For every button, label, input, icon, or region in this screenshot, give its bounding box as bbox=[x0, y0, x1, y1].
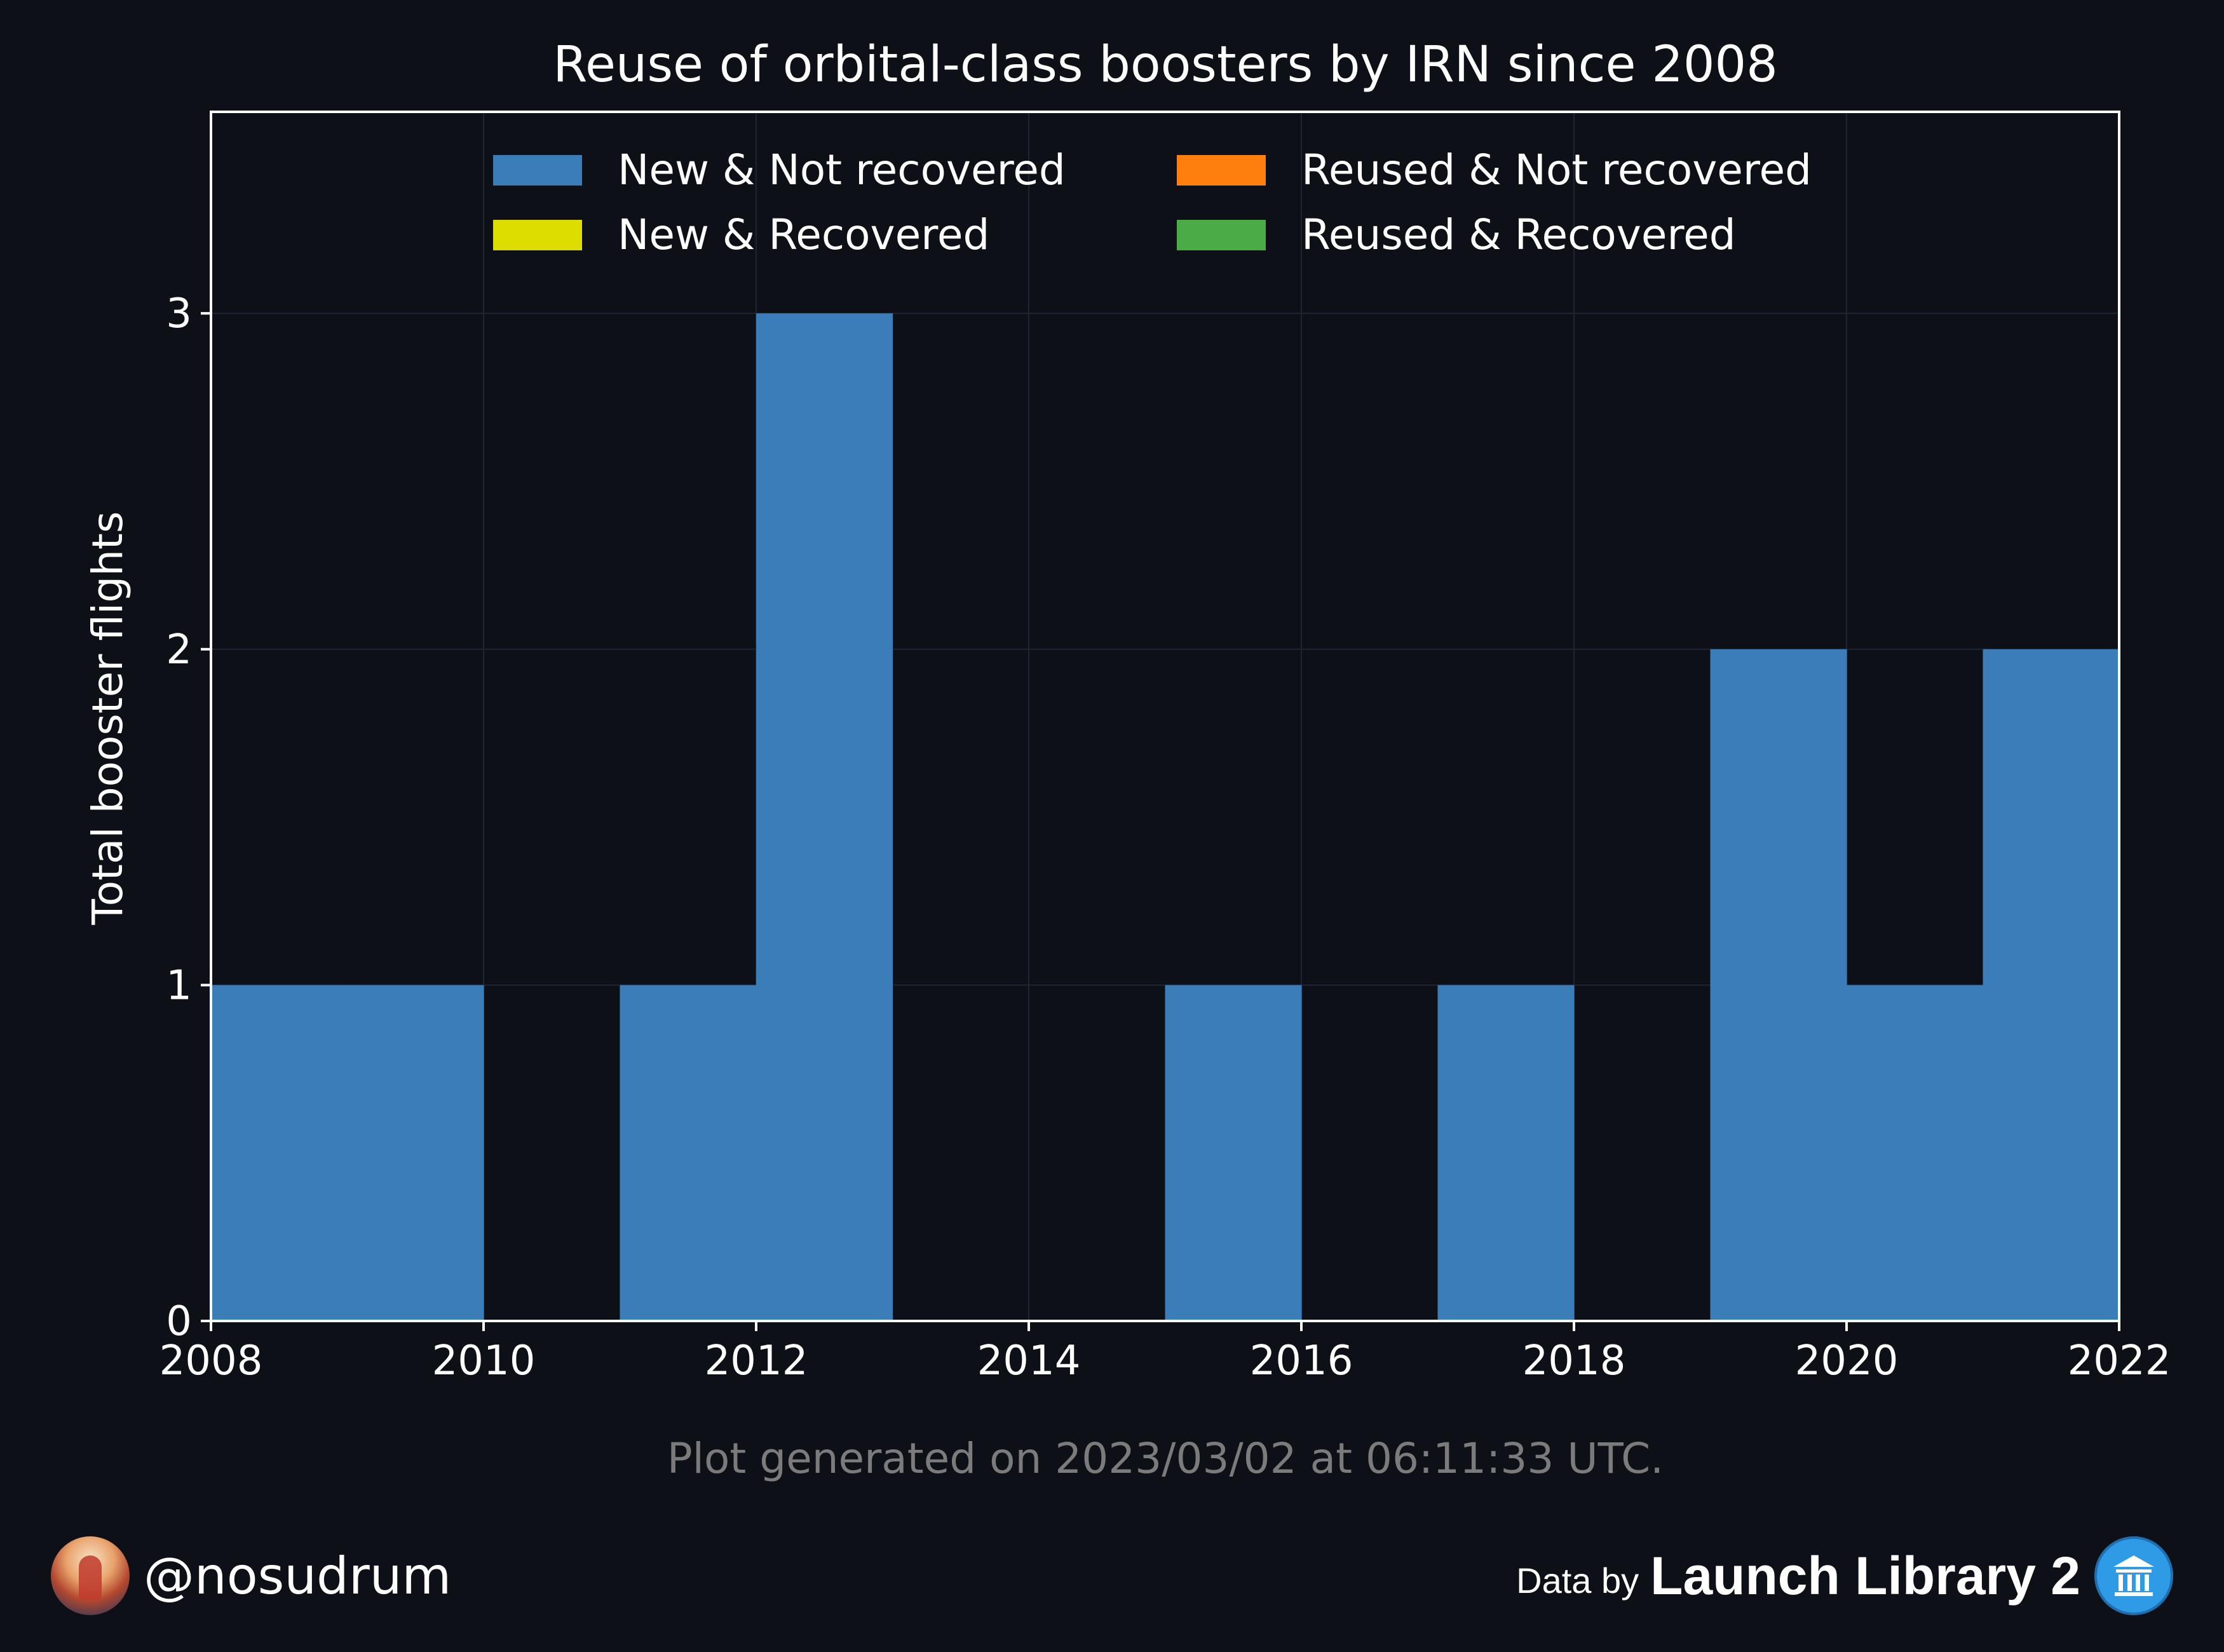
bar-2012 bbox=[756, 313, 893, 1322]
legend-swatch bbox=[1177, 155, 1266, 186]
x-tick-label: 2010 bbox=[432, 1337, 536, 1385]
data-source-credit: Data by Launch Library 2 bbox=[1516, 1536, 2173, 1615]
data-by-label: Data by bbox=[1516, 1560, 1639, 1601]
y-tick-label: 3 bbox=[166, 290, 192, 337]
x-tick-label: 2014 bbox=[977, 1337, 1081, 1385]
source-name[interactable]: Launch Library 2 bbox=[1650, 1545, 2080, 1606]
legend: New & Not recovered New & Recovered Reused… bbox=[493, 146, 1812, 259]
bar-2021 bbox=[1983, 649, 2120, 1321]
y-tick-label: 0 bbox=[166, 1298, 192, 1345]
bars bbox=[211, 313, 2120, 1322]
legend-swatch bbox=[1177, 220, 1266, 250]
x-tick-label: 2020 bbox=[1795, 1337, 1899, 1385]
legend-swatch bbox=[493, 220, 582, 250]
astronaut-avatar-icon bbox=[51, 1536, 130, 1615]
author-credit: @nosudrum bbox=[51, 1536, 452, 1615]
y-axis-label: Total booster flights bbox=[83, 511, 132, 926]
bar-2015 bbox=[1165, 985, 1302, 1321]
y-axis-ticks: 0 1 2 3 bbox=[166, 290, 211, 1345]
bar-2011 bbox=[620, 985, 757, 1321]
legend-label: Reused & Recovered bbox=[1301, 210, 1736, 259]
x-tick-label: 2022 bbox=[2068, 1337, 2171, 1385]
bar-2020 bbox=[1847, 985, 1984, 1321]
bar-2017 bbox=[1437, 985, 1575, 1321]
library-building-icon bbox=[2094, 1536, 2173, 1615]
x-axis-ticks: 2008 2010 2012 2014 2016 2018 2020 2022 bbox=[159, 1321, 2171, 1385]
x-tick-label: 2016 bbox=[1250, 1337, 1353, 1385]
plot-footnote: Plot generated on 2023/03/02 at 06:11:33… bbox=[667, 1434, 1664, 1483]
x-tick-label: 2018 bbox=[1522, 1337, 1626, 1385]
legend-label: New & Recovered bbox=[618, 210, 989, 259]
chart-title: Reuse of orbital-class boosters by IRN s… bbox=[553, 36, 1778, 93]
x-tick-label: 2012 bbox=[705, 1337, 808, 1385]
bar-2009 bbox=[347, 985, 484, 1321]
x-tick-label: 2008 bbox=[159, 1337, 263, 1385]
bar-2019 bbox=[1710, 649, 1847, 1321]
plot-frame bbox=[210, 111, 2120, 1322]
legend-label: New & Not recovered bbox=[618, 146, 1066, 194]
bar-2008 bbox=[211, 985, 348, 1321]
legend-label: Reused & Not recovered bbox=[1301, 146, 1812, 194]
y-tick-label: 2 bbox=[166, 626, 192, 674]
author-handle[interactable]: @nosudrum bbox=[144, 1546, 452, 1606]
legend-swatch bbox=[493, 155, 582, 186]
y-tick-label: 1 bbox=[166, 962, 192, 1009]
